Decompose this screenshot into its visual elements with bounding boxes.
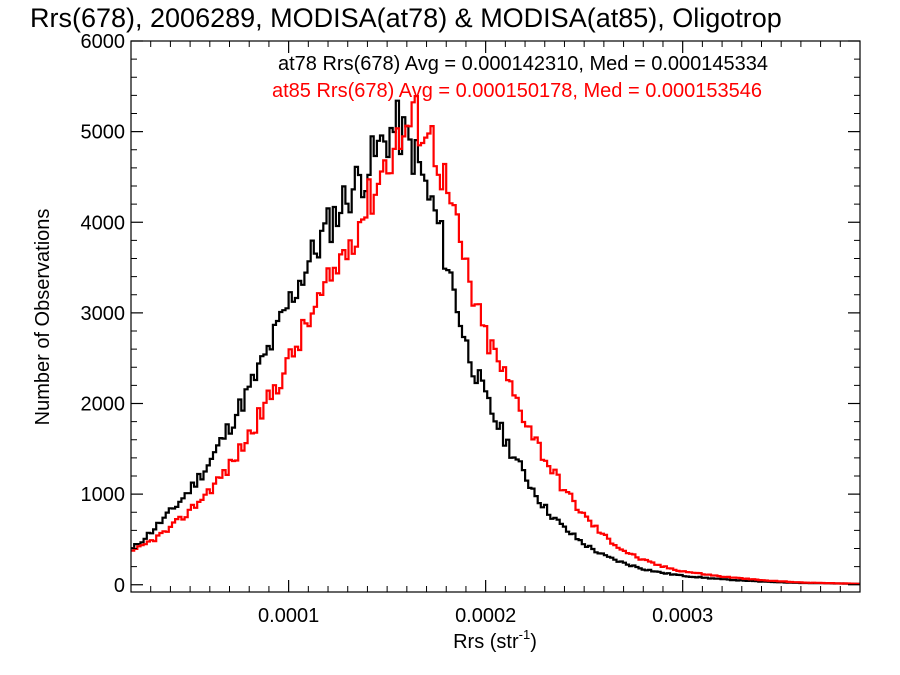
series-at85-line — [131, 95, 860, 585]
y-tick-label: 0 — [114, 575, 125, 597]
y-tick-label: 2000 — [81, 394, 126, 416]
x-tick-label: 0.0002 — [455, 605, 516, 627]
y-tick-label: 3000 — [81, 303, 126, 325]
y-tick-label: 4000 — [81, 212, 126, 234]
series-at78-line — [131, 99, 860, 585]
chart-title: Rrs(678), 2006289, MODISA(at78) & MODISA… — [30, 3, 782, 33]
y-axis-label: Number of Observations — [32, 209, 54, 426]
legend-entry-at85: at85 Rrs(678) Avg = 0.000150178, Med = 0… — [272, 80, 762, 102]
plot-area: 0 1000 2000 3000 4000 5000 6000 0.0001 0.0002 0.0… — [81, 31, 861, 627]
x-axis-label-superscript: -1 — [519, 627, 531, 642]
y-tick-label: 6000 — [81, 31, 126, 53]
y-tick-label: 1000 — [81, 484, 126, 506]
y-tick-label: 5000 — [81, 122, 126, 144]
x-tick-label: 0.0001 — [258, 605, 319, 627]
x-axis-label-main: Rrs (str — [453, 631, 519, 653]
x-axis-label-close: ) — [530, 631, 537, 653]
x-axis-label: Rrs (str-1) — [453, 627, 537, 653]
plot-frame — [130, 40, 861, 593]
legend-entry-at78: at78 Rrs(678) Avg = 0.000142310, Med = 0… — [278, 53, 768, 75]
x-tick-label: 0.0003 — [652, 605, 713, 627]
